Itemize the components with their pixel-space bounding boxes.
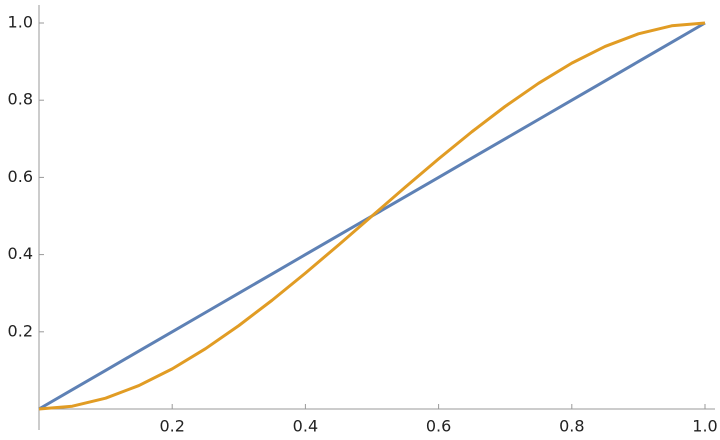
line: [38, 21, 706, 411]
x-tick-label: 0.8: [559, 417, 584, 436]
x-tick-label: 0.4: [293, 417, 318, 436]
x-tick-label: 0.2: [159, 417, 184, 436]
x-tick-label: 0.6: [426, 417, 451, 436]
x-tick-label: 1.0: [692, 417, 717, 436]
y-tick-label: 0.6: [8, 167, 33, 186]
y-tick-label: 0.8: [8, 90, 33, 109]
y-tick-label: 0.4: [8, 244, 33, 263]
y-tick-label: 1.0: [8, 13, 33, 32]
y-tick-label: 0.2: [8, 321, 33, 340]
